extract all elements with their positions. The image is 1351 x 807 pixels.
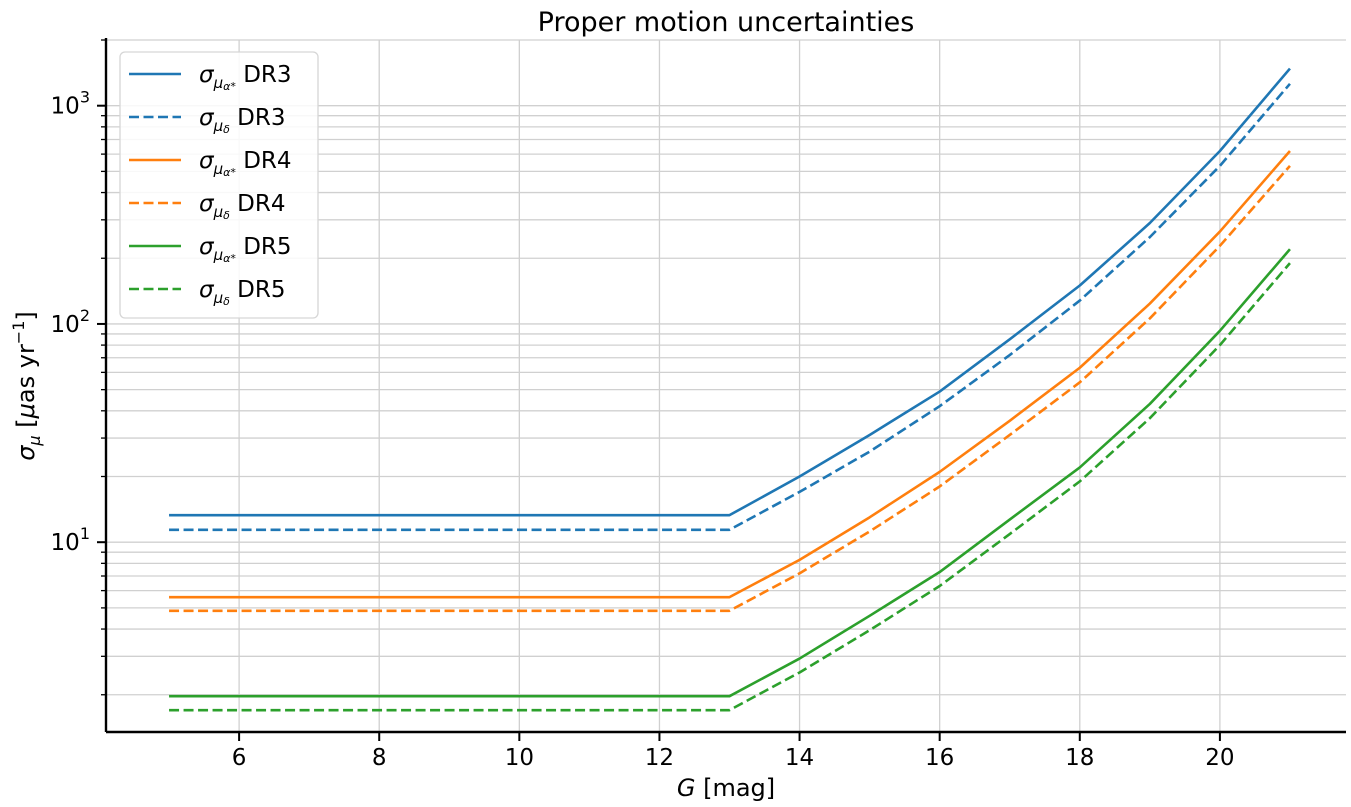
x-tick-label: 16 (925, 745, 954, 771)
legend-label: σμα* DR5 (199, 234, 292, 265)
series-lines (169, 67, 1291, 712)
legend: σμα* DR3 σμδ DR3 σμα* DR4 σμδ DR4 σμα* DR5 σμ… (119, 51, 319, 319)
x-axis-label: G [mag] (677, 774, 775, 802)
y-tick-label: 102 (51, 306, 90, 338)
legend-label: σμα* DR3 (199, 62, 292, 93)
legend-box (119, 51, 319, 319)
legend-label: σμα* DR4 (199, 148, 292, 179)
y-tick-label: 103 (51, 88, 90, 120)
ticks: 6 8 10 12 14 16 18 20 101 102 103 (51, 39, 1235, 771)
legend-label: σμδ DR3 (199, 105, 286, 136)
x-tick-label: 6 (232, 745, 247, 771)
x-tick-label: 10 (505, 745, 534, 771)
chart-title: Proper motion uncertainties (538, 7, 915, 38)
series-line-4 (169, 165, 1291, 613)
series-line-3 (169, 150, 1291, 599)
series-line-1 (169, 67, 1291, 517)
grid-lines (106, 39, 1346, 732)
y-tick-label: 101 (51, 524, 90, 556)
x-tick-label: 12 (645, 745, 674, 771)
legend-label: σμδ DR5 (199, 277, 286, 308)
series-line-6 (169, 262, 1291, 712)
x-tick-label: 18 (1065, 745, 1094, 771)
y-axis-label: σμ [μas yr−1] (9, 311, 44, 461)
x-tick-label: 8 (372, 745, 387, 771)
legend-label: σμδ DR4 (199, 191, 286, 222)
series-line-2 (169, 82, 1291, 532)
x-tick-label: 20 (1205, 745, 1234, 771)
series-line-5 (169, 248, 1291, 698)
x-tick-label: 14 (785, 745, 814, 771)
